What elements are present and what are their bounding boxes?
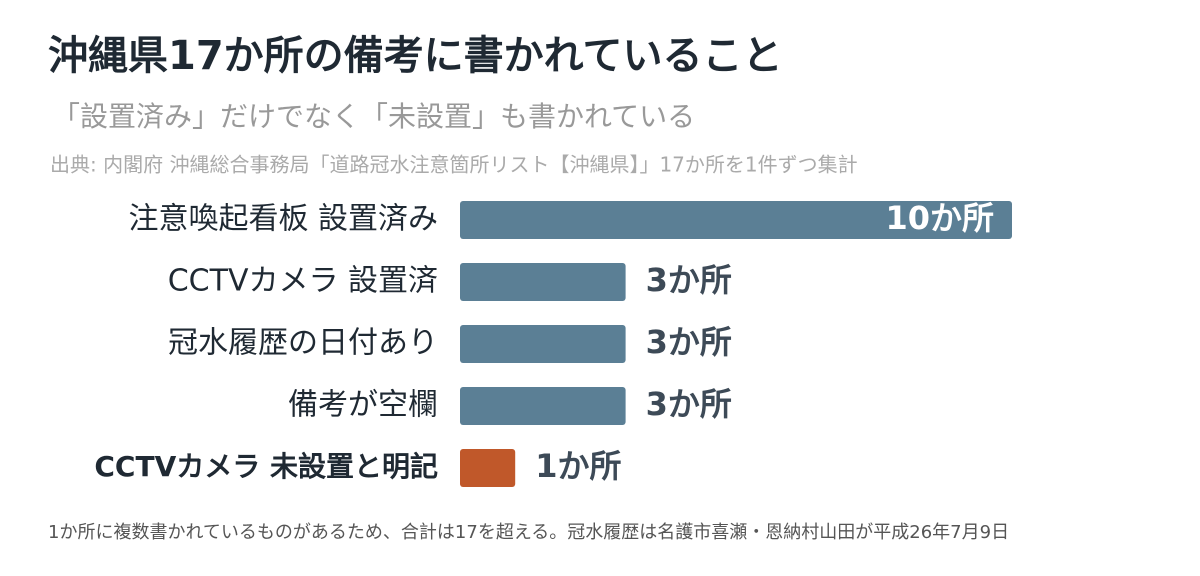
chart-title: 沖縄県17か所の備考に書かれていること — [48, 33, 782, 79]
bar — [460, 387, 626, 425]
value-label: 3か所 — [646, 385, 732, 423]
value-label: 3か所 — [646, 261, 732, 299]
value-label: 10か所 — [885, 199, 994, 237]
source: 出典: 内閣府 沖縄総合事務局「道路冠水注意箇所リスト【沖縄県】」17か所を1件… — [50, 153, 858, 177]
category-label: CCTVカメラ 設置済 — [168, 264, 438, 299]
footnote: 1か所に複数書かれているものがあるため、合計は17を超える。冠水履歴は名護市喜瀬… — [48, 522, 1009, 543]
category-label: CCTVカメラ 未設置と明記 — [94, 450, 438, 483]
value-label: 3か所 — [646, 323, 732, 361]
category-label: 冠水履歴の日付あり — [168, 326, 438, 361]
bar — [460, 325, 626, 363]
bar — [460, 201, 1012, 239]
bar — [460, 449, 516, 487]
category-label: 注意喚起看板 設置済み — [128, 202, 438, 237]
category-label: 備考が空欄 — [288, 388, 438, 423]
bar — [460, 263, 626, 301]
chart-subtitle: 「設置済み」だけでなく「未設置」も書かれている — [52, 100, 695, 133]
value-label: 1か所 — [535, 447, 621, 485]
